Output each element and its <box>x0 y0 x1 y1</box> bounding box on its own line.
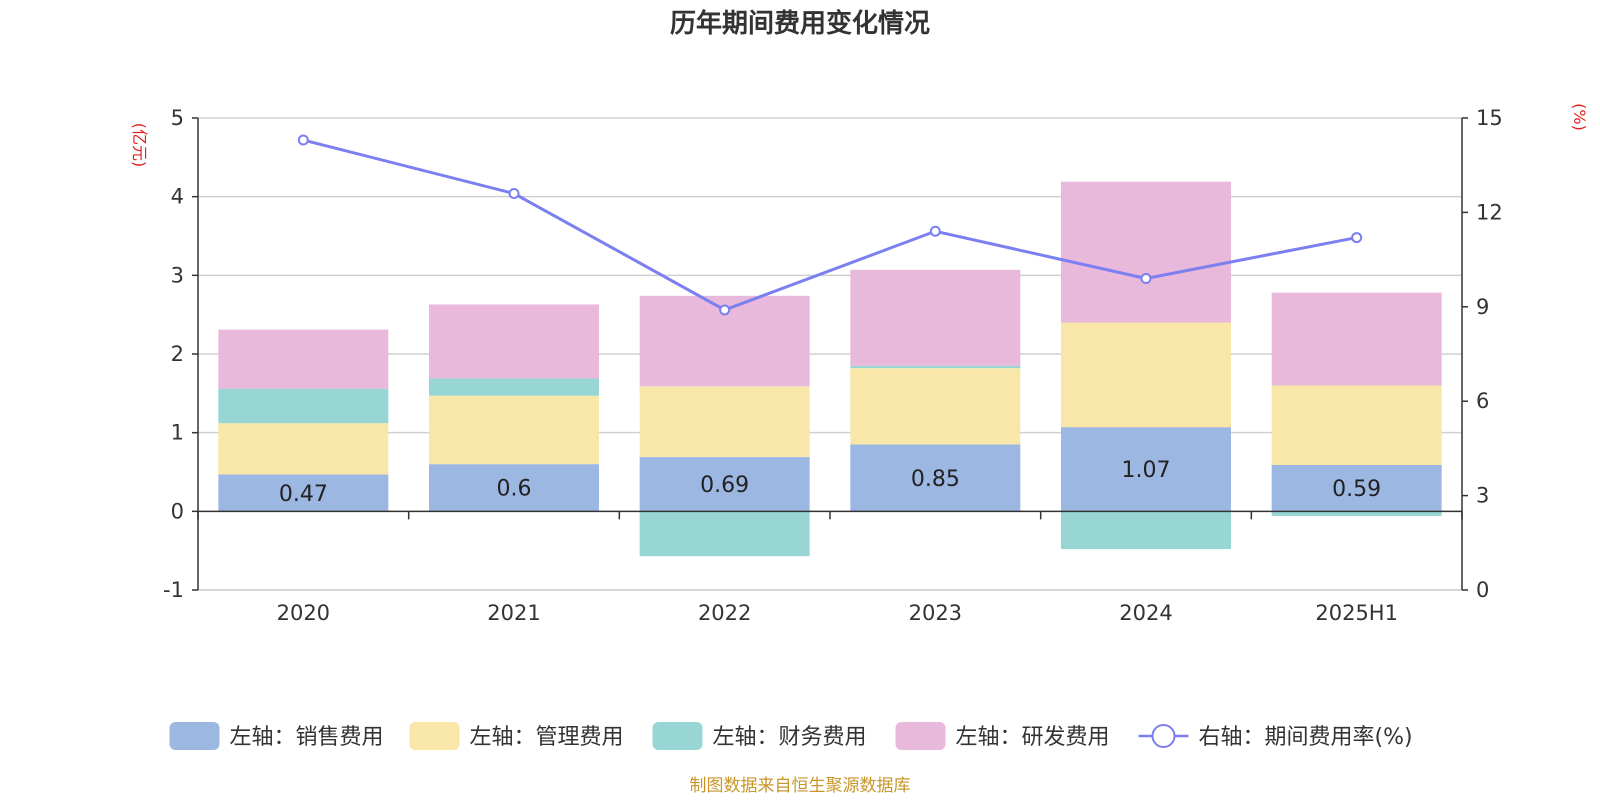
legend-swatch <box>895 722 946 750</box>
bar-segment <box>850 368 1021 445</box>
bar-segment <box>429 464 599 512</box>
rate-line-path <box>302 138 1357 312</box>
right-axis-tick-label: 15 <box>1476 106 1503 130</box>
right-axis-tick-label: 6 <box>1476 389 1489 413</box>
rate-line-point <box>297 134 309 146</box>
source-note: 制图数据来自恒生聚源数据库 <box>690 776 911 796</box>
x-axis-tick-label: 2021 <box>487 601 540 625</box>
left-axis-tick-label: 1 <box>171 421 184 445</box>
bar-segment <box>850 269 1021 366</box>
data-label: 0.59 <box>1332 477 1381 502</box>
rate-line <box>297 134 1363 316</box>
rate-line-point <box>929 225 941 237</box>
chart-title: 历年期间费用变化情况 <box>670 8 930 39</box>
rate-line-point <box>1140 272 1152 284</box>
legend-label: 左轴：研发费用 <box>956 725 1110 750</box>
left-axis-unit: (亿元) <box>130 123 149 168</box>
left-axis-tick-label: 0 <box>171 499 184 523</box>
bar-segment <box>639 457 810 512</box>
bar-segment <box>1271 511 1442 517</box>
data-label: 0.6 <box>497 477 532 502</box>
left-axis-tick-label: 3 <box>171 263 184 287</box>
data-label: 0.69 <box>700 473 749 498</box>
x-axis-tick-label: 2022 <box>698 601 751 625</box>
data-label: 1.07 <box>1122 458 1171 483</box>
rate-line-point <box>719 304 731 316</box>
legend-swatch <box>1151 724 1176 748</box>
left-axis-tick-label: 5 <box>171 106 184 130</box>
bar-segment <box>1061 427 1231 512</box>
legend-label: 左轴：管理费用 <box>470 725 624 750</box>
bar-segment <box>1061 322 1231 428</box>
bar-segment <box>850 365 1021 369</box>
bar-segment <box>639 511 810 557</box>
right-axis-tick-label: 9 <box>1476 295 1489 319</box>
data-label: 0.85 <box>911 467 960 492</box>
left-axis-tick-label: 4 <box>171 185 184 209</box>
bar-segment <box>218 474 389 512</box>
bar-segment <box>850 444 1021 512</box>
left-axis-tick-label: -1 <box>163 578 184 602</box>
bar-segment <box>218 388 389 424</box>
bar-segment <box>1271 385 1442 465</box>
x-axis-tick-label: 2025H1 <box>1315 601 1398 625</box>
right-axis-tick-label: 3 <box>1476 484 1489 508</box>
bar-segment <box>1061 181 1231 323</box>
bar-segment <box>429 395 599 465</box>
left-axis-tick-label: 2 <box>171 342 184 366</box>
data-label: 0.47 <box>279 482 328 507</box>
right-axis-unit: (%) <box>1570 103 1589 131</box>
x-axis-tick-label: 2020 <box>277 601 330 625</box>
bar-segment <box>1271 464 1442 512</box>
legend-label: 右轴：期间费用率(%) <box>1199 725 1413 750</box>
bar-segment <box>1271 292 1442 386</box>
grid-lines <box>198 117 1462 591</box>
legend-label: 左轴：销售费用 <box>230 725 384 750</box>
legend: 左轴：销售费用 左轴：管理费用 左轴：财务费用 左轴：研发费用 右轴：期间费用率(%) <box>169 722 1413 750</box>
legend-label: 左轴：财务费用 <box>713 725 867 750</box>
data-labels: 0.47 0.6 0.69 0.85 1.07 0.59 <box>279 458 1381 507</box>
x-axis-tick-label: 2024 <box>1119 601 1172 625</box>
legend-swatch <box>652 722 703 750</box>
x-axis-tick-label: 2023 <box>909 601 962 625</box>
bar-segment <box>429 304 599 379</box>
bar-segment <box>429 378 599 396</box>
bar-segment <box>218 423 389 475</box>
bar-segment <box>1061 511 1231 550</box>
bars <box>218 181 1442 557</box>
bar-segment <box>218 329 389 389</box>
rate-line-point <box>1351 232 1363 244</box>
bar-segment <box>639 386 810 458</box>
right-axis-tick-label: 0 <box>1476 578 1489 602</box>
rate-line-point <box>508 188 520 200</box>
right-axis-tick-label: 12 <box>1476 200 1503 224</box>
legend-swatch <box>409 722 460 750</box>
legend-swatch <box>169 722 220 750</box>
